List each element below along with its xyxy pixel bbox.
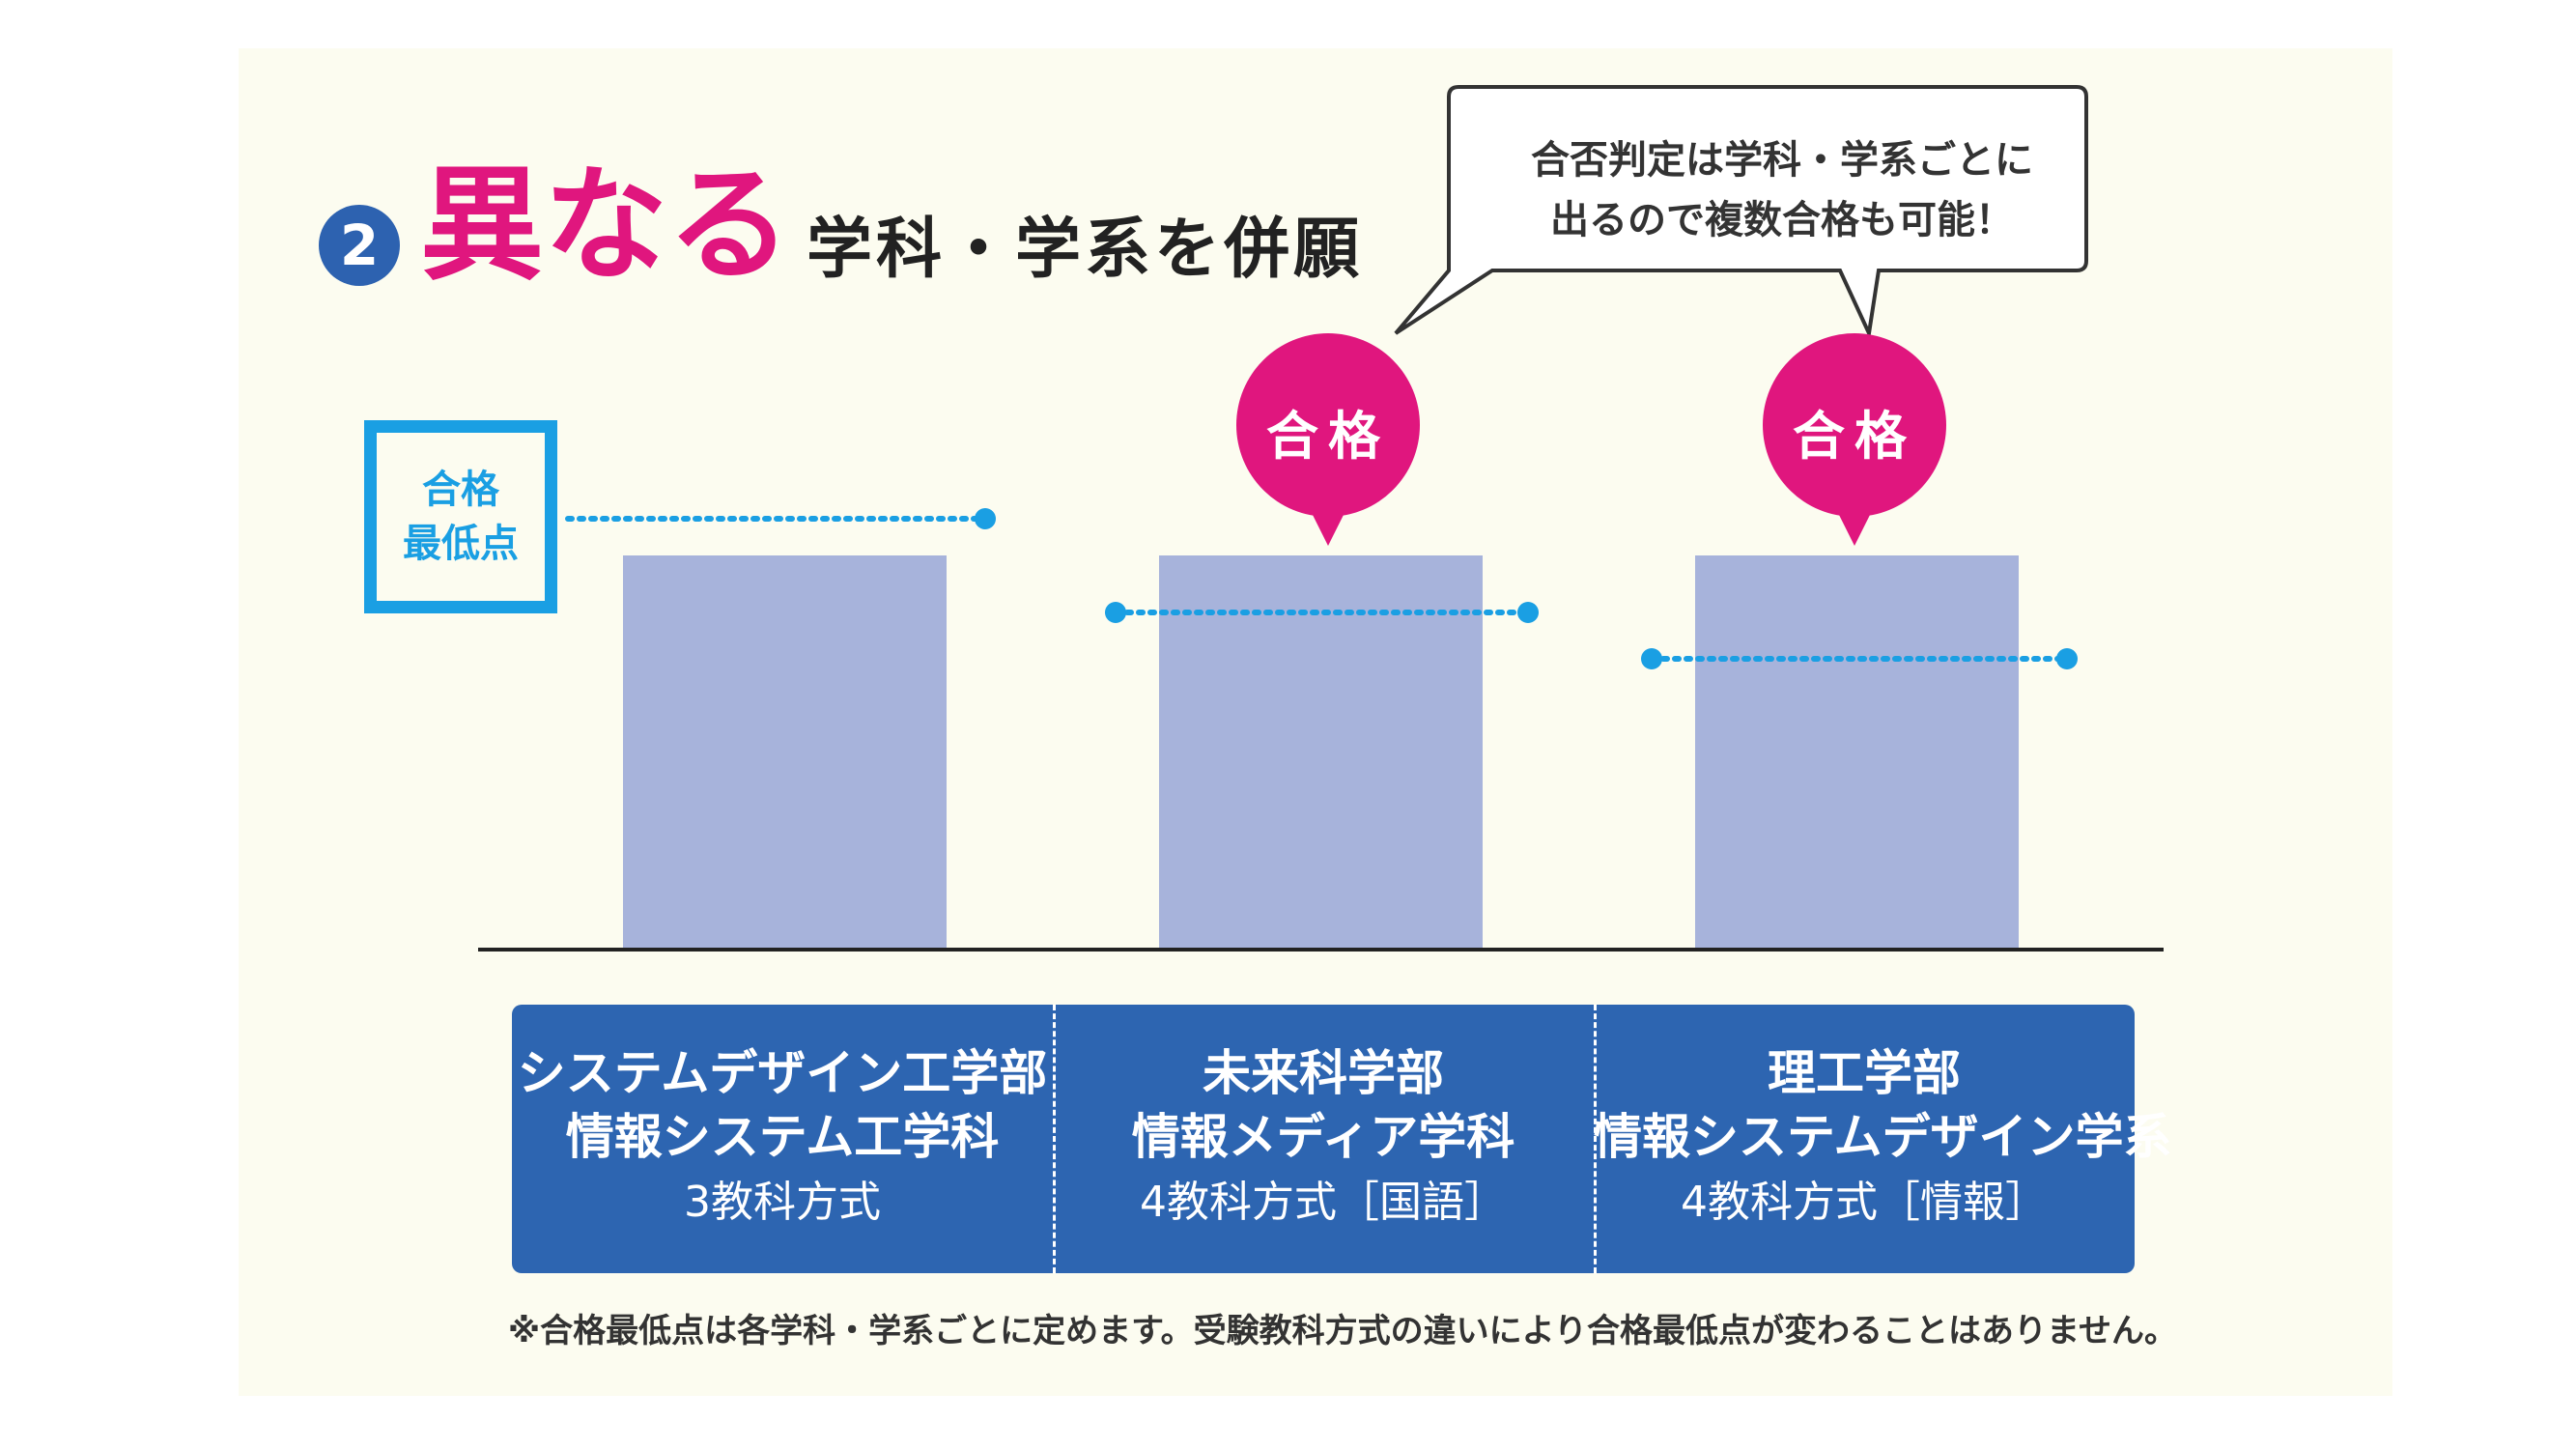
pass-pin-1 bbox=[1236, 333, 1420, 546]
department-3-method: 4教科方式［情報］ bbox=[1681, 1178, 2048, 1227]
footnote: ※合格最低点は各学科・学系ごとに定めます。受験教科方式の違いにより合格最低点が変… bbox=[508, 1312, 2177, 1350]
pass-badge-2: 合格 bbox=[1793, 406, 1916, 467]
threshold-line-3 bbox=[1641, 648, 2078, 669]
department-2: 未来科学部 情報メディア学科 4教科方式［国語］ bbox=[1053, 1005, 1594, 1273]
department-1-method: 3教科方式 bbox=[684, 1178, 881, 1227]
department-labels: システムデザイン工学部 情報システム工学科 3教科方式 未来科学部 情報メディア… bbox=[512, 1005, 2172, 1273]
legend-line-2: 最低点 bbox=[403, 522, 519, 566]
threshold-line-2 bbox=[1105, 602, 1539, 623]
department-2-name: 情報メディア学科 bbox=[1131, 1109, 1515, 1165]
column-divider-1 bbox=[1053, 1005, 1056, 1273]
speech-bubble bbox=[1394, 85, 2088, 340]
callout-line-2: 出るので複数合格も可能！ bbox=[1550, 198, 2014, 242]
department-1: システムデザイン工学部 情報システム工学科 3教科方式 bbox=[512, 1005, 1053, 1273]
min-score-legend: 合格 最低点 bbox=[364, 420, 557, 613]
callout-line-1: 合否判定は学科・学系ごとに bbox=[1531, 138, 2033, 183]
column-divider-2 bbox=[1594, 1005, 1597, 1273]
threshold-line-1 bbox=[565, 508, 996, 529]
callout-text: 合否判定は学科・学系ごとに 出るので複数合格も可能！ bbox=[1473, 130, 2091, 250]
department-3-name: 情報システムデザイン学系 bbox=[1594, 1109, 2172, 1165]
department-2-method: 4教科方式［国語］ bbox=[1140, 1178, 1507, 1227]
bar-1 bbox=[623, 555, 947, 950]
department-1-faculty: システムデザイン工学部 bbox=[517, 1045, 1048, 1101]
department-3-faculty: 理工学部 bbox=[1768, 1045, 1961, 1101]
pass-badge-1: 合格 bbox=[1266, 406, 1390, 467]
department-3: 理工学部 情報システムデザイン学系 4教科方式［情報］ bbox=[1594, 1005, 2172, 1273]
legend-line-1: 合格 bbox=[422, 468, 499, 512]
department-2-faculty: 未来科学部 bbox=[1203, 1045, 1444, 1101]
step-number-badge: 2 bbox=[319, 205, 400, 286]
heading-main: 異なる bbox=[420, 154, 792, 298]
department-1-name: 情報システム工学科 bbox=[565, 1109, 1000, 1165]
bar-3 bbox=[1695, 555, 2019, 950]
heading-sub: 学科・学系を併願 bbox=[807, 212, 1364, 288]
bar-2 bbox=[1159, 555, 1483, 950]
pass-pin-2 bbox=[1763, 333, 1946, 546]
